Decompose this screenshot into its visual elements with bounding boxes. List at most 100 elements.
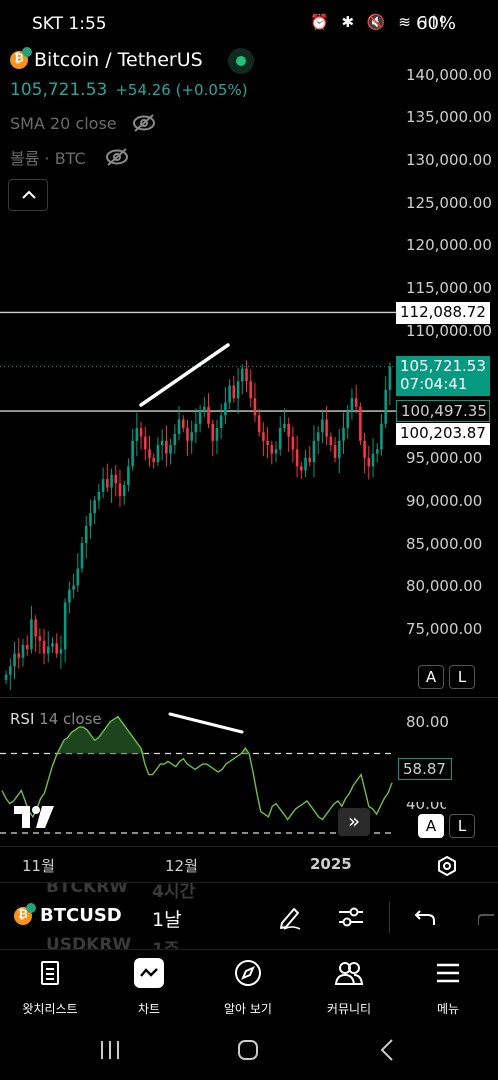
time-axis-label: 2025 xyxy=(310,855,352,873)
candle-body xyxy=(224,402,227,416)
log-scale-button[interactable]: L xyxy=(449,665,475,689)
recent-apps-icon[interactable] xyxy=(96,1036,124,1064)
collapse-legend-button[interactable] xyxy=(8,179,48,211)
candle-body xyxy=(46,646,50,654)
candle-body xyxy=(325,419,328,437)
candle-body xyxy=(219,415,223,429)
price-chart[interactable] xyxy=(0,0,498,697)
nav-item-chart[interactable]: 차트 xyxy=(99,958,199,1017)
time-axis[interactable]: 11월 12월 2025 xyxy=(0,846,498,882)
last-price-tag: 105,721.53 07:04:41 xyxy=(396,356,490,396)
nav-item-community[interactable]: 커뮤니티 xyxy=(299,958,399,1017)
symbol-header[interactable]: Bitcoin / TetherUS xyxy=(10,47,203,72)
status-icons: ⏰ ✱ 🔇 ≋ ıll xyxy=(310,13,449,31)
nav-item-watchlist[interactable]: 왓치리스트 xyxy=(0,958,100,1017)
candle-body xyxy=(148,449,151,458)
indicator-sma[interactable]: SMA 20 close xyxy=(10,111,117,135)
candle-body xyxy=(291,436,295,450)
rsi-legend[interactable]: RSI 14 close xyxy=(10,710,102,728)
candle-body xyxy=(131,440,134,467)
horizontal-line-price-tag[interactable]: 112,088.72 xyxy=(396,302,490,324)
bar-countdown: 07:04:41 xyxy=(400,375,468,393)
candle-body xyxy=(359,406,362,441)
candle-body xyxy=(4,674,8,680)
candle-body xyxy=(42,640,46,654)
indicator-sma-label: SMA 20 close xyxy=(10,113,117,133)
candle-body xyxy=(106,479,109,488)
price-axis-label: 130,000.00 xyxy=(406,151,492,169)
rsi-params: 14 close xyxy=(39,710,102,728)
rsi-auto-scale-button[interactable]: A xyxy=(418,814,444,838)
candle-body xyxy=(59,649,63,654)
candle-body xyxy=(367,457,371,467)
candle-body xyxy=(173,434,177,446)
eye-off-icon[interactable] xyxy=(131,113,157,133)
candle-body xyxy=(321,419,324,433)
candle-body xyxy=(9,666,12,675)
nav-label: 차트 xyxy=(137,1002,161,1016)
time-axis-label: 11월 xyxy=(22,857,55,875)
symbol-name: BTCUSD xyxy=(40,905,122,926)
candle-body xyxy=(350,398,354,412)
indicators-sliders-icon[interactable] xyxy=(337,903,365,931)
candle-body xyxy=(93,500,96,514)
back-icon[interactable] xyxy=(374,1036,402,1064)
menu-icon xyxy=(437,963,459,983)
undo-icon[interactable] xyxy=(412,903,440,931)
candle-body xyxy=(253,398,257,416)
eye-off-icon[interactable] xyxy=(104,147,130,167)
battery-level: 60% xyxy=(416,13,457,34)
chart-toolbar: BTCKRW 4시간 USDKRW 1주 BTCUSD 1날 xyxy=(0,882,498,950)
nav-item-menu[interactable]: 메뉴 xyxy=(398,958,498,1017)
candle-body xyxy=(76,568,80,586)
candle-body xyxy=(295,449,299,467)
candle-body xyxy=(211,423,215,441)
candle-body xyxy=(89,513,92,526)
chevron-up-icon xyxy=(22,190,36,199)
home-icon[interactable] xyxy=(234,1036,262,1064)
compass-icon xyxy=(235,960,261,986)
drawing-pencil-icon[interactable] xyxy=(276,903,304,931)
price-axis-label: 80,000.00 xyxy=(406,577,483,595)
rsi-name: RSI xyxy=(10,710,35,728)
interval-selector-button[interactable]: 1날 xyxy=(152,909,182,931)
candle-body xyxy=(316,432,320,441)
watchlist-icon xyxy=(41,961,59,985)
pane-divider[interactable] xyxy=(0,697,498,698)
rsi-overbought-fill xyxy=(2,716,392,754)
community-icon xyxy=(334,962,364,985)
rsi-log-scale-button[interactable]: L xyxy=(449,814,475,838)
last-price: 105,721.53 xyxy=(10,80,108,100)
candle-body xyxy=(207,406,210,424)
auto-scale-button[interactable]: A xyxy=(418,665,444,689)
price-axis-label: 95,000.00 xyxy=(406,449,483,467)
price-axis-label: 125,000.00 xyxy=(406,194,492,212)
candle-body xyxy=(232,385,236,399)
tradingview-logo[interactable] xyxy=(14,804,56,830)
nav-item-explore[interactable]: 알아 보기 xyxy=(198,958,298,1017)
indicator-volume[interactable]: 볼륨 · BTC xyxy=(10,145,86,169)
candle-body xyxy=(203,406,206,412)
candle-body xyxy=(278,428,282,450)
price-axis-label: 115,000.00 xyxy=(406,279,492,297)
horizontal-line-price-tag[interactable]: 100,497.35 xyxy=(396,400,490,422)
rsi-line xyxy=(1,715,393,821)
redo-icon[interactable] xyxy=(478,903,498,931)
candle-body xyxy=(143,436,147,450)
pair-name: Bitcoin / TetherUS xyxy=(34,49,203,71)
candle-body xyxy=(135,428,139,441)
rsi-chart[interactable] xyxy=(0,698,498,846)
ghost-symbol: USDKRW xyxy=(46,935,132,950)
price-axis-label: 120,000.00 xyxy=(406,236,492,254)
candle-body xyxy=(346,411,350,429)
scroll-to-realtime-button[interactable]: » xyxy=(338,808,370,836)
candle-body xyxy=(68,589,71,603)
symbol-selector-button[interactable]: BTCUSD xyxy=(14,902,122,926)
nav-label: 왓치리스트 xyxy=(22,1002,78,1016)
status-bar: SKT 1:55 ⏰ ✱ 🔇 ≋ ıll 60% xyxy=(0,0,498,48)
settings-icon[interactable] xyxy=(437,856,457,876)
candle-body xyxy=(169,445,172,454)
candle-body xyxy=(266,440,269,446)
candle-body xyxy=(228,385,231,403)
marked-price-tag[interactable]: 100,203.87 xyxy=(396,423,490,445)
